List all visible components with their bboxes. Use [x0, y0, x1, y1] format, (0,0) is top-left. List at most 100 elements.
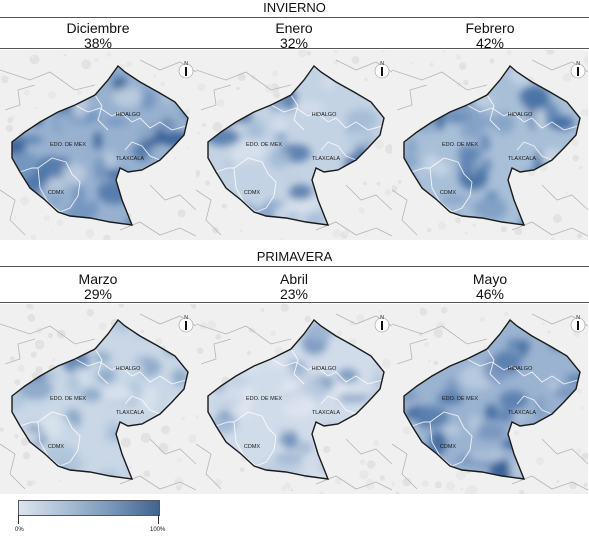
- month-name: Diciembre: [66, 20, 130, 36]
- state-boundary: [429, 157, 473, 213]
- density-blob: [164, 105, 188, 125]
- north-label: N: [380, 61, 384, 67]
- place-label-cdmx: CDMX: [48, 190, 65, 196]
- state-boundary: [124, 141, 161, 161]
- place-label-cdmx: CDMX: [440, 190, 457, 196]
- region-outline: [11, 64, 189, 226]
- density-blob: [345, 108, 378, 132]
- basemap-texture: [552, 214, 562, 223]
- basemap-texture: [419, 307, 428, 316]
- density-blob: [36, 188, 65, 199]
- basemap-texture: [174, 156, 177, 160]
- basemap-texture: [565, 191, 568, 194]
- basemap-texture: [196, 414, 199, 418]
- density-blob: [243, 384, 253, 407]
- basemap-texture: [214, 479, 222, 487]
- density-blob: [128, 361, 145, 379]
- legend-tick: [18, 515, 19, 524]
- state-boundary: [215, 421, 234, 427]
- density-blob: [12, 138, 26, 156]
- basemap-texture: [47, 332, 54, 338]
- place-label-edomex: EDO. DE MEX: [246, 142, 282, 148]
- density-blob: [427, 385, 436, 395]
- density-blob: [270, 111, 301, 120]
- basemap-texture: [51, 230, 54, 233]
- basemap-texture: [22, 452, 31, 460]
- density-blob: [153, 395, 167, 411]
- density-blob: [470, 449, 502, 462]
- basemap-texture: [27, 313, 36, 322]
- basemap-texture: [14, 379, 21, 386]
- basemap-texture: [236, 86, 240, 91]
- density-blob: [519, 85, 550, 112]
- density-blob: [219, 410, 230, 420]
- basemap-texture: [351, 56, 360, 64]
- basemap-texture: [436, 321, 446, 331]
- state-boundary: [516, 141, 553, 161]
- basemap-texture: [343, 229, 350, 236]
- basemap-texture: [29, 54, 40, 65]
- basemap-texture: [204, 180, 210, 186]
- basemap-texture: [34, 339, 45, 350]
- basemap-texture: [290, 488, 294, 492]
- basemap-texture: [239, 229, 243, 233]
- boundary-line: [0, 189, 26, 236]
- state-boundary: [290, 94, 305, 131]
- basemap-texture: [427, 227, 432, 233]
- basemap-texture: [143, 470, 151, 478]
- density-blob: [498, 154, 519, 171]
- basemap-texture: [500, 226, 507, 233]
- density-blob: [94, 157, 107, 182]
- density-blob: [281, 380, 299, 394]
- north-label: N: [184, 315, 188, 321]
- basemap-texture: [94, 57, 99, 62]
- place-label-hidalgo: HIDALGO: [312, 112, 337, 118]
- density-blob: [469, 414, 479, 434]
- basemap-texture: [5, 124, 13, 132]
- basemap-texture: [424, 341, 429, 347]
- density-blob: [460, 438, 475, 447]
- state-boundary: [215, 167, 234, 173]
- month-name: Enero: [275, 20, 313, 36]
- basemap-texture: [364, 77, 368, 81]
- place-label-cdmx: CDMX: [244, 190, 261, 196]
- basemap-texture: [30, 351, 37, 358]
- density-blob: [541, 367, 569, 382]
- north-arrow-icon: N: [374, 61, 390, 79]
- basemap-texture: [578, 165, 583, 170]
- boundary-line: [200, 338, 232, 365]
- state-boundary: [466, 358, 579, 385]
- density-blob: [40, 414, 62, 439]
- basemap-texture: [379, 475, 385, 481]
- basemap-texture: [442, 50, 446, 53]
- basemap-texture: [395, 491, 400, 494]
- basemap-texture: [503, 311, 509, 317]
- density-blob: [506, 339, 532, 350]
- basemap-texture: [332, 229, 341, 238]
- state-boundary: [320, 395, 357, 415]
- state-boundary: [94, 94, 109, 131]
- boundary-line: [315, 221, 392, 237]
- density-blob: [328, 152, 349, 164]
- basemap-texture: [381, 50, 386, 52]
- state-boundary: [270, 104, 383, 131]
- basemap-texture: [177, 457, 182, 462]
- basemap-texture: [118, 304, 124, 308]
- basemap-texture: [26, 304, 33, 309]
- state-boundary: [270, 358, 383, 385]
- color-scale-bar: [18, 500, 160, 516]
- density-blob: [235, 444, 264, 451]
- divider: [0, 266, 589, 267]
- basemap-texture: [462, 79, 469, 86]
- basemap-texture: [434, 481, 442, 489]
- density-blob: [429, 431, 447, 456]
- density-blob: [274, 131, 288, 142]
- legend-tick: [158, 515, 159, 524]
- basemap-texture: [174, 477, 184, 487]
- basemap-texture: [547, 330, 551, 334]
- boundary-line: [396, 84, 428, 111]
- basemap-texture: [384, 189, 392, 196]
- north-label: N: [380, 315, 384, 321]
- basemap-texture: [445, 481, 456, 491]
- density-blob: [93, 131, 102, 150]
